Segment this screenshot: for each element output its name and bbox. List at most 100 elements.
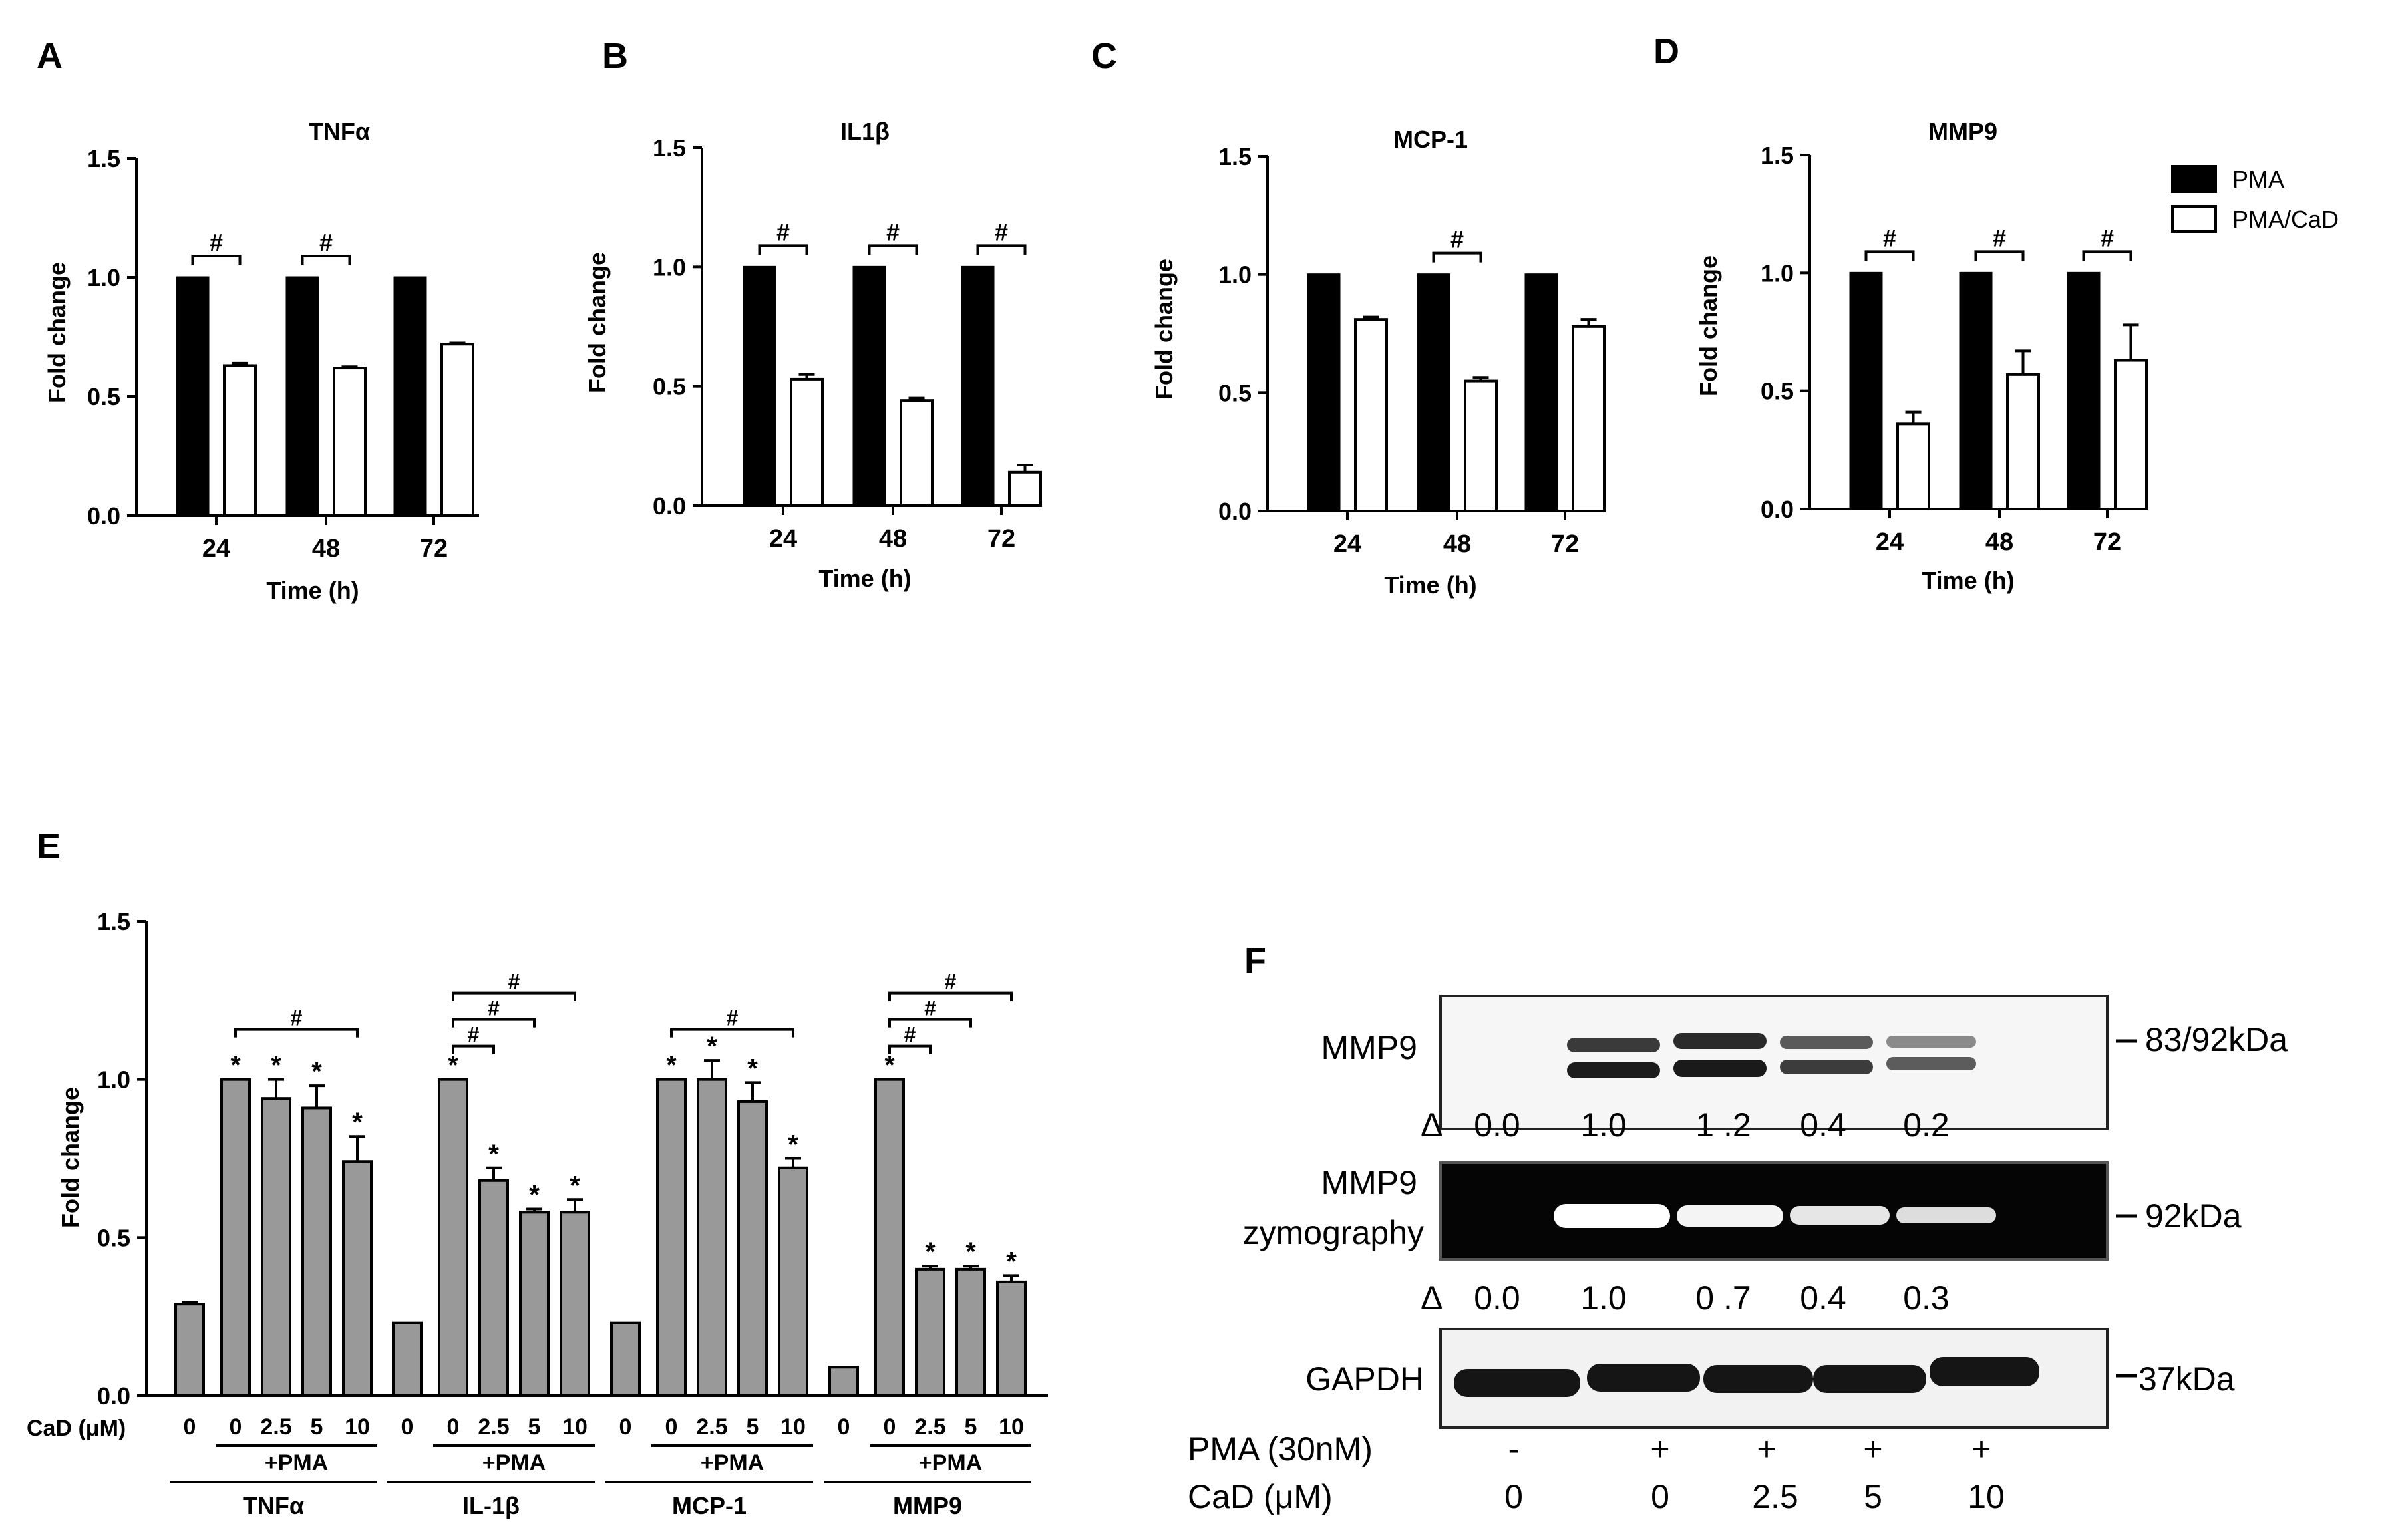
dose-label: 2.5 (478, 1414, 509, 1440)
y-axis-label: Fold change (1150, 259, 1178, 400)
x-tick-label: 24 (202, 535, 230, 563)
significance-mark: # (468, 1023, 480, 1047)
quant-value: 0.0 (1474, 1279, 1520, 1316)
y-tick-label: 0.5 (87, 383, 120, 410)
significance-star: * (1006, 1247, 1017, 1276)
x-tick-label: 48 (312, 535, 340, 563)
size-marker-37kda: 37kDa (2138, 1360, 2235, 1398)
panel-b: B IL1β Fold change Time (h) 0.0 0.5 1.0 1.5… (584, 36, 1042, 592)
blot-bands-mmp9 (1567, 1033, 1976, 1078)
panel-letter: E (37, 826, 61, 866)
quant-value: 1.0 (1580, 1106, 1627, 1144)
y-tick-label: 1.5 (87, 145, 120, 172)
significance-bracket (452, 991, 576, 1001)
significance-star: * (965, 1237, 976, 1267)
quant-value: 0.0 (1474, 1106, 1520, 1144)
dose-label: 0 (619, 1414, 632, 1440)
dose-label: 10 (345, 1414, 370, 1440)
bar-pma (176, 276, 210, 517)
plot-area: 0.0 0.5 1.0 1.5 0 * 0 * 2.5 * 5 * 10 +PMA TNFα #0 * 0 * 2.5… (97, 908, 1048, 1519)
significance-star: * (925, 1237, 936, 1267)
significance-mark: # (210, 229, 223, 256)
bar-pma (1307, 273, 1341, 512)
y-tick-label: 0.0 (97, 1382, 130, 1410)
band (1886, 1036, 1976, 1048)
legend-swatch-pma (2171, 165, 2217, 193)
significance-bracket (452, 1044, 495, 1054)
significance-bracket (758, 244, 808, 255)
y-tick-label: 1.0 (87, 264, 120, 291)
cad-value: 0 (1504, 1478, 1523, 1515)
pma-label: +PMA (265, 1450, 328, 1475)
y-tick-label: 0.5 (1761, 378, 1794, 405)
significance-star: * (570, 1171, 580, 1200)
bar-pma (285, 276, 319, 517)
band (1454, 1369, 1580, 1397)
significance-bracket (2082, 250, 2132, 261)
bar (478, 1179, 509, 1397)
dose-label: 0 (838, 1414, 850, 1440)
x-axis-label: Time (h) (266, 577, 359, 604)
significance-mark: # (1993, 224, 2006, 251)
group-label: MMP9 (893, 1492, 962, 1519)
quant-value: 0.4 (1800, 1106, 1846, 1144)
y-tick-label: 0.0 (87, 502, 120, 530)
bar (996, 1280, 1027, 1397)
bar-pma (393, 276, 427, 517)
x-tick-label: 24 (769, 525, 797, 553)
quant-value: 1 .2 (1695, 1106, 1751, 1144)
panel-a: A TNFα Fold change Time (h) 0.0 0.5 1.0 1.5… (37, 36, 479, 604)
significance-mark: # (945, 970, 957, 994)
bar (874, 1078, 905, 1397)
significance-bracket (1432, 251, 1482, 263)
band (1567, 1038, 1660, 1052)
significance-bracket (888, 1018, 972, 1028)
significance-star: * (666, 1051, 677, 1080)
bar (342, 1160, 373, 1397)
significance-mark: # (995, 218, 1008, 245)
pma-row-label: PMA (30nM) (1188, 1430, 1373, 1467)
y-tick-label: 1.5 (97, 908, 130, 935)
chart-title: IL1β (840, 118, 890, 145)
cad-value: 5 (1864, 1478, 1882, 1515)
significance-bracket (1864, 250, 1915, 261)
significance-bracket (976, 244, 1027, 255)
cad-value: 10 (1967, 1478, 2005, 1515)
band (1790, 1206, 1890, 1225)
dose-label: 5 (528, 1414, 541, 1440)
band (1780, 1036, 1873, 1049)
y-tick-label: 0.0 (1761, 496, 1794, 523)
y-tick-label: 0.5 (653, 373, 686, 400)
dose-label: 10 (780, 1414, 806, 1440)
significance-bracket (452, 1018, 536, 1028)
x-tick-label: 72 (420, 535, 448, 563)
dose-label: 5 (311, 1414, 323, 1440)
bar-pma-cad (2114, 359, 2148, 510)
bar (174, 1303, 205, 1397)
y-tick-label: 1.0 (653, 253, 686, 281)
bar-pma-cad (333, 367, 367, 517)
bar-pma-cad (1572, 325, 1606, 512)
panel-letter: C (1091, 36, 1117, 76)
cad-value: 0 (1651, 1478, 1669, 1515)
dose-label: 2.5 (260, 1414, 291, 1440)
group-label: IL-1β (462, 1492, 520, 1519)
plot-area: 0.0 0.5 1.0 1.5 24 #48 #72 # (1761, 142, 2148, 556)
significance-mark: # (727, 1006, 739, 1030)
bar-pma (2067, 271, 2101, 510)
delta-symbol: Δ (1421, 1279, 1443, 1316)
pma-label: +PMA (482, 1450, 546, 1475)
dose-label: 0 (401, 1414, 414, 1440)
y-axis-label: Fold change (1695, 255, 1722, 396)
bar (301, 1106, 332, 1397)
bar-pma-cad (1354, 318, 1388, 512)
bar-pma-cad (2006, 373, 2040, 511)
cad-row-label: CaD (μM) (1188, 1478, 1333, 1515)
panel-letter: F (1244, 941, 1266, 981)
dose-label: 0 (230, 1414, 242, 1440)
y-tick-label: 0.5 (1218, 379, 1252, 406)
y-tick-label: 0.0 (1218, 498, 1252, 525)
bar-pma (1417, 273, 1450, 512)
x-tick-label: 72 (987, 525, 1015, 553)
significance-star: * (529, 1181, 540, 1210)
